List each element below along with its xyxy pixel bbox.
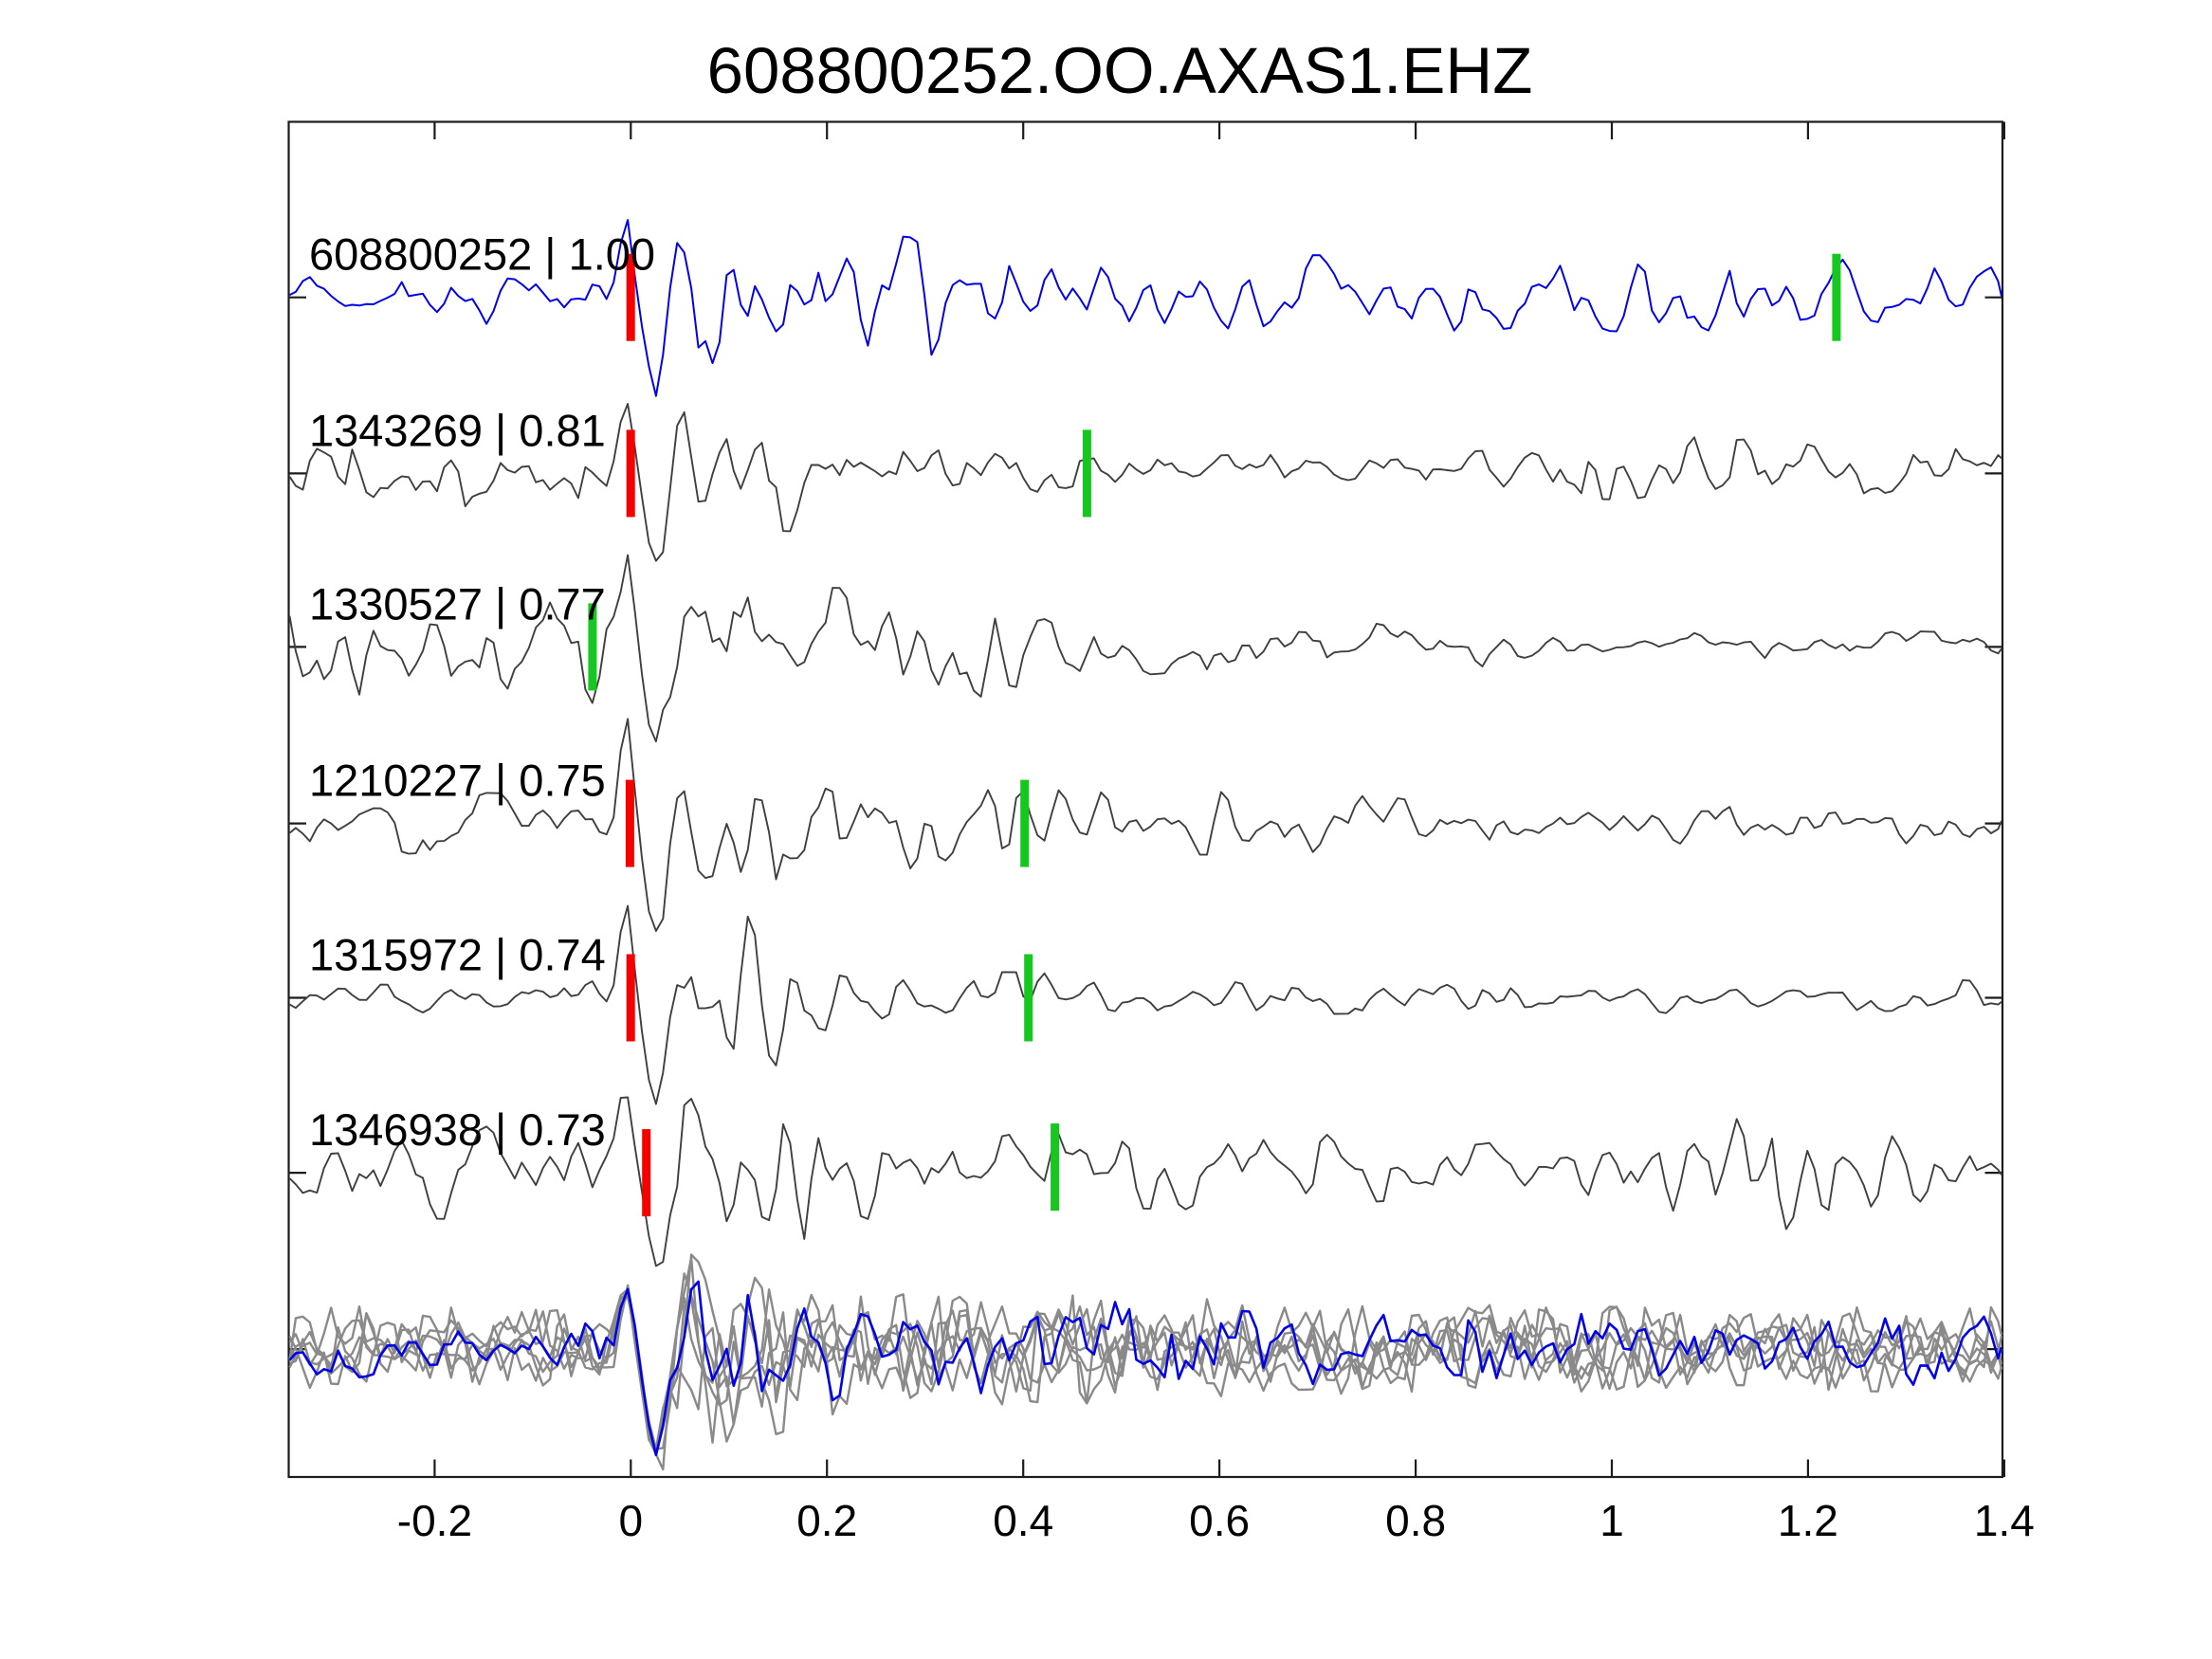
svg-text:0.8: 0.8: [1385, 1496, 1446, 1545]
svg-text:0.2: 0.2: [796, 1496, 857, 1545]
svg-text:1.4: 1.4: [1974, 1496, 2035, 1545]
svg-text:1330527 | 0.77: 1330527 | 0.77: [309, 578, 606, 629]
svg-text:1343269 | 0.81: 1343269 | 0.81: [309, 405, 606, 455]
svg-text:608800252.OO.AXAS1.EHZ: 608800252.OO.AXAS1.EHZ: [707, 34, 1533, 107]
svg-text:0: 0: [619, 1496, 644, 1545]
svg-text:-0.2: -0.2: [397, 1496, 472, 1545]
svg-text:1.2: 1.2: [1778, 1496, 1838, 1545]
svg-text:1210227 | 0.75: 1210227 | 0.75: [309, 756, 606, 806]
svg-text:1346938 | 0.73: 1346938 | 0.73: [309, 1104, 606, 1155]
svg-text:1315972 | 0.74: 1315972 | 0.74: [309, 930, 606, 980]
svg-text:0.6: 0.6: [1189, 1496, 1250, 1545]
svg-text:0.4: 0.4: [993, 1496, 1053, 1545]
svg-text:608800252 | 1.00: 608800252 | 1.00: [309, 229, 655, 280]
svg-text:1: 1: [1600, 1496, 1624, 1545]
